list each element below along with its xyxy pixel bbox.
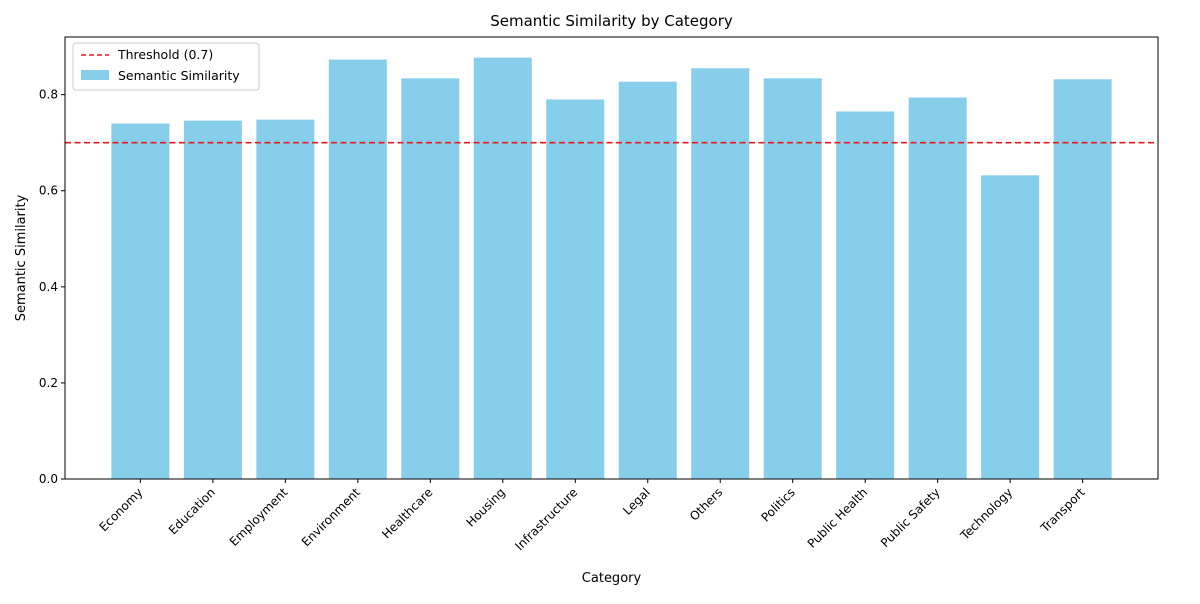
bar-education	[183, 120, 242, 480]
bar-public-safety	[908, 97, 967, 479]
x-tick-label: Economy	[97, 485, 146, 534]
y-tick-label: 0.4	[39, 280, 58, 294]
x-tick-label: Education	[166, 485, 218, 537]
x-tick-label: Healthcare	[379, 485, 435, 541]
x-tick-label: Politics	[758, 485, 797, 524]
x-tick-label: Others	[687, 485, 725, 523]
legend: Threshold (0.7) Semantic Similarity	[72, 42, 260, 91]
legend-series-swatch	[81, 70, 109, 80]
bar-others	[691, 68, 750, 479]
x-tick-label: Transport	[1037, 485, 1088, 536]
bars-group	[111, 57, 1112, 480]
axes-group	[64, 36, 1159, 480]
y-ticks-group: 0.0 0.2 0.4 0.6 0.8	[39, 88, 65, 486]
y-tick-label: 0.0	[39, 472, 58, 486]
x-ticks-group: Economy Education Employment Environment Hea…	[97, 479, 1088, 553]
y-tick-label: 0.8	[39, 88, 58, 102]
legend-threshold-label: Threshold (0.7)	[117, 47, 213, 62]
bar-housing	[473, 57, 532, 480]
x-tick-label: Employment	[227, 485, 291, 549]
x-tick-label: Public Health	[805, 485, 871, 551]
bar-politics	[763, 78, 822, 480]
y-tick-label: 0.6	[39, 184, 58, 198]
bar-transport	[1053, 79, 1112, 479]
bar-economy	[111, 123, 170, 479]
bar-infrastructure	[546, 99, 605, 480]
x-tick-label: Public Safety	[878, 485, 943, 550]
x-tick-label: Environment	[299, 485, 363, 549]
bar-legal	[618, 81, 677, 480]
x-tick-label: Housing	[464, 485, 508, 529]
x-tick-label: Technology	[957, 485, 1015, 543]
y-axis-label: Semantic Similarity	[14, 194, 29, 321]
y-tick-label: 0.2	[39, 376, 58, 390]
axes-frame	[64, 36, 1159, 480]
bar-technology	[981, 175, 1040, 479]
bar-public-health	[836, 111, 895, 479]
x-tick-label: Legal	[620, 485, 653, 518]
legend-box	[72, 42, 260, 91]
bar-employment	[256, 119, 315, 480]
chart-title: Semantic Similarity by Category	[490, 12, 733, 30]
bar-healthcare	[401, 78, 460, 480]
x-axis-label: Category	[582, 571, 642, 586]
bar-environment	[328, 59, 387, 479]
legend-series-label: Semantic Similarity	[118, 68, 240, 83]
x-tick-label: Infrastructure	[512, 485, 580, 553]
